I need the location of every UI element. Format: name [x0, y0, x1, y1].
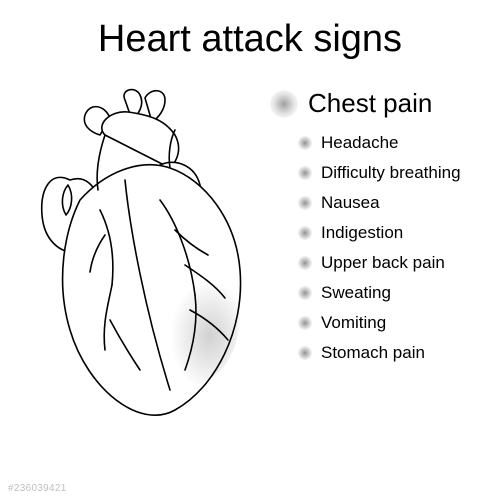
bullet-icon [298, 346, 312, 360]
list-item: Vomiting [298, 313, 490, 333]
secondary-symptom-label: Upper back pain [321, 253, 445, 273]
bullet-icon [298, 226, 312, 240]
secondary-symptom-label: Indigestion [321, 223, 403, 243]
bullet-icon [298, 256, 312, 270]
secondary-symptom-label: Vomiting [321, 313, 386, 333]
page-title: Heart attack signs [98, 18, 402, 61]
bullet-icon [298, 196, 312, 210]
bullet-icon [270, 90, 298, 118]
symptoms-panel: Chest pain Headache Difficulty breathing… [270, 88, 490, 373]
secondary-symptom-label: Stomach pain [321, 343, 425, 363]
secondary-symptom-label: Nausea [321, 193, 380, 213]
bullet-icon [298, 316, 312, 330]
list-item: Indigestion [298, 223, 490, 243]
secondary-symptom-label: Headache [321, 133, 399, 153]
bullet-icon [298, 136, 312, 150]
bullet-icon [298, 286, 312, 300]
heart-illustration [10, 80, 270, 440]
secondary-symptom-label: Sweating [321, 283, 391, 303]
list-item: Difficulty breathing [298, 163, 490, 183]
primary-symptom-label: Chest pain [308, 88, 432, 119]
list-item: Nausea [298, 193, 490, 213]
watermark-id: #236039421 [8, 483, 67, 494]
list-item: Upper back pain [298, 253, 490, 273]
bullet-icon [298, 166, 312, 180]
list-item: Headache [298, 133, 490, 153]
list-item: Sweating [298, 283, 490, 303]
secondary-symptom-list: Headache Difficulty breathing Nausea Ind… [298, 133, 490, 363]
primary-symptom: Chest pain [270, 88, 490, 119]
list-item: Stomach pain [298, 343, 490, 363]
secondary-symptom-label: Difficulty breathing [321, 163, 461, 183]
